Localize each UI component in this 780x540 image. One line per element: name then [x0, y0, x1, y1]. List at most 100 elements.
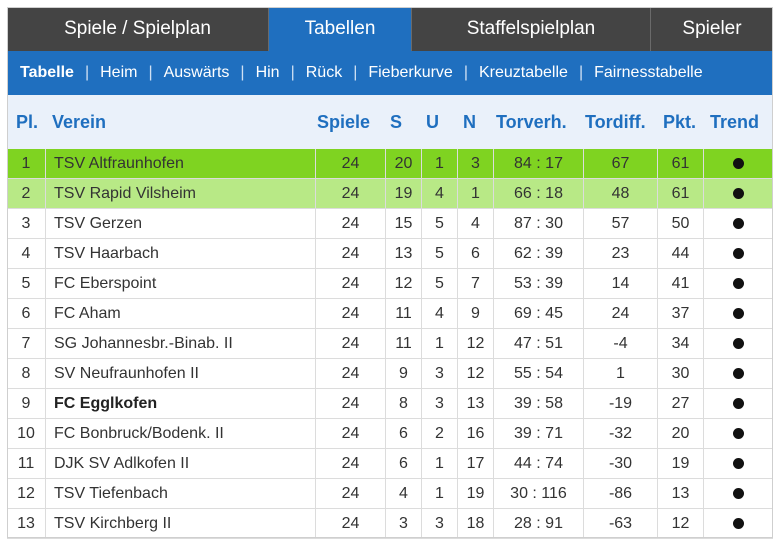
- rank-cell: 10: [17, 424, 35, 442]
- team-name-cell[interactable]: TSV Kirchberg II: [45, 509, 315, 538]
- games-cell: 24: [315, 449, 385, 478]
- wins-cell: 9: [385, 359, 421, 388]
- draws-cell: 1: [421, 329, 457, 358]
- rank-cell: 3: [21, 214, 31, 232]
- table-row[interactable]: 13 TSV Kirchberg II 24 3 3 18 28 : 91 -63 12: [7, 509, 773, 539]
- trend-cell: [703, 419, 773, 448]
- games-cell: 24: [315, 179, 385, 208]
- draws-cell: 5: [421, 239, 457, 268]
- points-cell: 27: [657, 389, 703, 418]
- table-row[interactable]: 10 FC Bonbruck/Bodenk. II 24 6 2 16 39 : 71 -32…: [7, 419, 773, 449]
- trend-dot-icon: [733, 248, 744, 259]
- points-cell: 34: [657, 329, 703, 358]
- losses-cell: 3: [457, 149, 493, 178]
- subnav-fairnesstabelle[interactable]: Fairnesstabelle: [594, 64, 703, 81]
- goals-ratio-cell: 69 : 45: [493, 299, 583, 328]
- subnav-kreuztabelle[interactable]: Kreuztabelle: [478, 64, 568, 81]
- draws-cell: 3: [421, 509, 457, 538]
- table-row[interactable]: 12 TSV Tiefenbach 24 4 1 19 30 : 116 -86 13: [7, 479, 773, 509]
- games-cell: 24: [315, 239, 385, 268]
- rank-cell: 9: [21, 394, 31, 412]
- losses-cell: 9: [457, 299, 493, 328]
- team-name-cell[interactable]: FC Eberspoint: [45, 269, 315, 298]
- goal-diff-cell: 48: [583, 179, 657, 208]
- trend-cell: [703, 449, 773, 478]
- team-name-cell[interactable]: SG Johannesbr.-Binab. II: [45, 329, 315, 358]
- table-row[interactable]: 6 FC Aham 24 11 4 9 69 : 45 24 37: [7, 299, 773, 329]
- draws-cell: 2: [421, 419, 457, 448]
- subnav-auswaerts[interactable]: Auswärts: [163, 64, 230, 81]
- team-name-cell[interactable]: TSV Altfraunhofen: [45, 149, 315, 178]
- goals-ratio-cell: 39 : 58: [493, 389, 583, 418]
- goal-diff-cell: -4: [583, 329, 657, 358]
- subnav-hin[interactable]: Hin: [255, 64, 280, 81]
- games-cell: 24: [315, 359, 385, 388]
- table-row[interactable]: 9 FC Egglkofen 24 8 3 13 39 : 58 -19 27: [7, 389, 773, 419]
- header-torverh: Torverh.: [496, 111, 567, 132]
- header-trend: Trend: [710, 111, 760, 132]
- goal-diff-cell: 23: [583, 239, 657, 268]
- table-row[interactable]: 4 TSV Haarbach 24 13 5 6 62 : 39 23 44: [7, 239, 773, 269]
- team-name-cell[interactable]: TSV Rapid Vilsheim: [45, 179, 315, 208]
- subnav-rueck[interactable]: Rück: [305, 64, 343, 81]
- goal-diff-cell: -63: [583, 509, 657, 538]
- header-pkt: Pkt.: [663, 111, 697, 132]
- header-tordiff: Tordiff.: [585, 111, 646, 132]
- team-name-cell[interactable]: FC Aham: [45, 299, 315, 328]
- games-cell: 24: [315, 509, 385, 538]
- trend-dot-icon: [733, 398, 744, 409]
- header-verein: Verein: [52, 111, 107, 132]
- draws-cell: 1: [421, 479, 457, 508]
- table-row[interactable]: 8 SV Neufraunhofen II 24 9 3 12 55 : 54 1 30: [7, 359, 773, 389]
- trend-cell: [703, 299, 773, 328]
- subnav-fieberkurve[interactable]: Fieberkurve: [368, 64, 453, 81]
- points-cell: 12: [657, 509, 703, 538]
- goal-diff-cell: 67: [583, 149, 657, 178]
- tab-tabellen[interactable]: Tabellen: [269, 7, 412, 51]
- table-header: Pl. Verein Spiele S U N Torverh. Tordiff…: [7, 95, 773, 149]
- table-row[interactable]: 5 FC Eberspoint 24 12 5 7 53 : 39 14 41: [7, 269, 773, 299]
- team-name-cell[interactable]: TSV Haarbach: [45, 239, 315, 268]
- points-cell: 50: [657, 209, 703, 238]
- losses-cell: 13: [457, 389, 493, 418]
- team-name-cell[interactable]: FC Bonbruck/Bodenk. II: [45, 419, 315, 448]
- rank-cell: 5: [21, 274, 31, 292]
- subnav-heim[interactable]: Heim: [100, 64, 138, 81]
- table-row[interactable]: 2 TSV Rapid Vilsheim 24 19 4 1 66 : 18 48 61: [7, 179, 773, 209]
- goal-diff-cell: -30: [583, 449, 657, 478]
- wins-cell: 13: [385, 239, 421, 268]
- tab-staffelspielplan[interactable]: Staffelspielplan: [412, 7, 651, 51]
- table-body: 1 TSV Altfraunhofen 24 20 1 3 84 : 17 67 61 2 TSV …: [7, 149, 773, 539]
- trend-cell: [703, 269, 773, 298]
- points-cell: 30: [657, 359, 703, 388]
- trend-cell: [703, 239, 773, 268]
- table-row[interactable]: 11 DJK SV Adlkofen II 24 6 1 17 44 : 74 -30 19: [7, 449, 773, 479]
- goal-diff-cell: 24: [583, 299, 657, 328]
- trend-cell: [703, 479, 773, 508]
- trend-dot-icon: [733, 368, 744, 379]
- goals-ratio-cell: 53 : 39: [493, 269, 583, 298]
- team-name-cell[interactable]: FC Egglkofen: [45, 389, 315, 418]
- points-cell: 20: [657, 419, 703, 448]
- table-row[interactable]: 1 TSV Altfraunhofen 24 20 1 3 84 : 17 67 61: [7, 149, 773, 179]
- games-cell: 24: [315, 209, 385, 238]
- goal-diff-cell: -19: [583, 389, 657, 418]
- tab-spiele-spielplan[interactable]: Spiele / Spielplan: [7, 7, 269, 51]
- team-name-cell[interactable]: TSV Tiefenbach: [45, 479, 315, 508]
- tab-spieler[interactable]: Spieler: [682, 18, 742, 39]
- team-name-cell[interactable]: SV Neufraunhofen II: [45, 359, 315, 388]
- wins-cell: 4: [385, 479, 421, 508]
- losses-cell: 1: [457, 179, 493, 208]
- team-name-cell[interactable]: TSV Gerzen: [45, 209, 315, 238]
- wins-cell: 11: [385, 299, 421, 328]
- trend-cell: [703, 359, 773, 388]
- team-name-cell[interactable]: DJK SV Adlkofen II: [45, 449, 315, 478]
- goals-ratio-cell: 66 : 18: [493, 179, 583, 208]
- table-row[interactable]: 3 TSV Gerzen 24 15 5 4 87 : 30 57 50: [7, 209, 773, 239]
- goals-ratio-cell: 28 : 91: [493, 509, 583, 538]
- table-row[interactable]: 7 SG Johannesbr.-Binab. II 24 11 1 12 47 : 51-…: [7, 329, 773, 359]
- draws-cell: 5: [421, 209, 457, 238]
- goal-diff-cell: -32: [583, 419, 657, 448]
- subnav-tabelle[interactable]: Tabelle: [20, 64, 74, 81]
- trend-dot-icon: [733, 218, 744, 229]
